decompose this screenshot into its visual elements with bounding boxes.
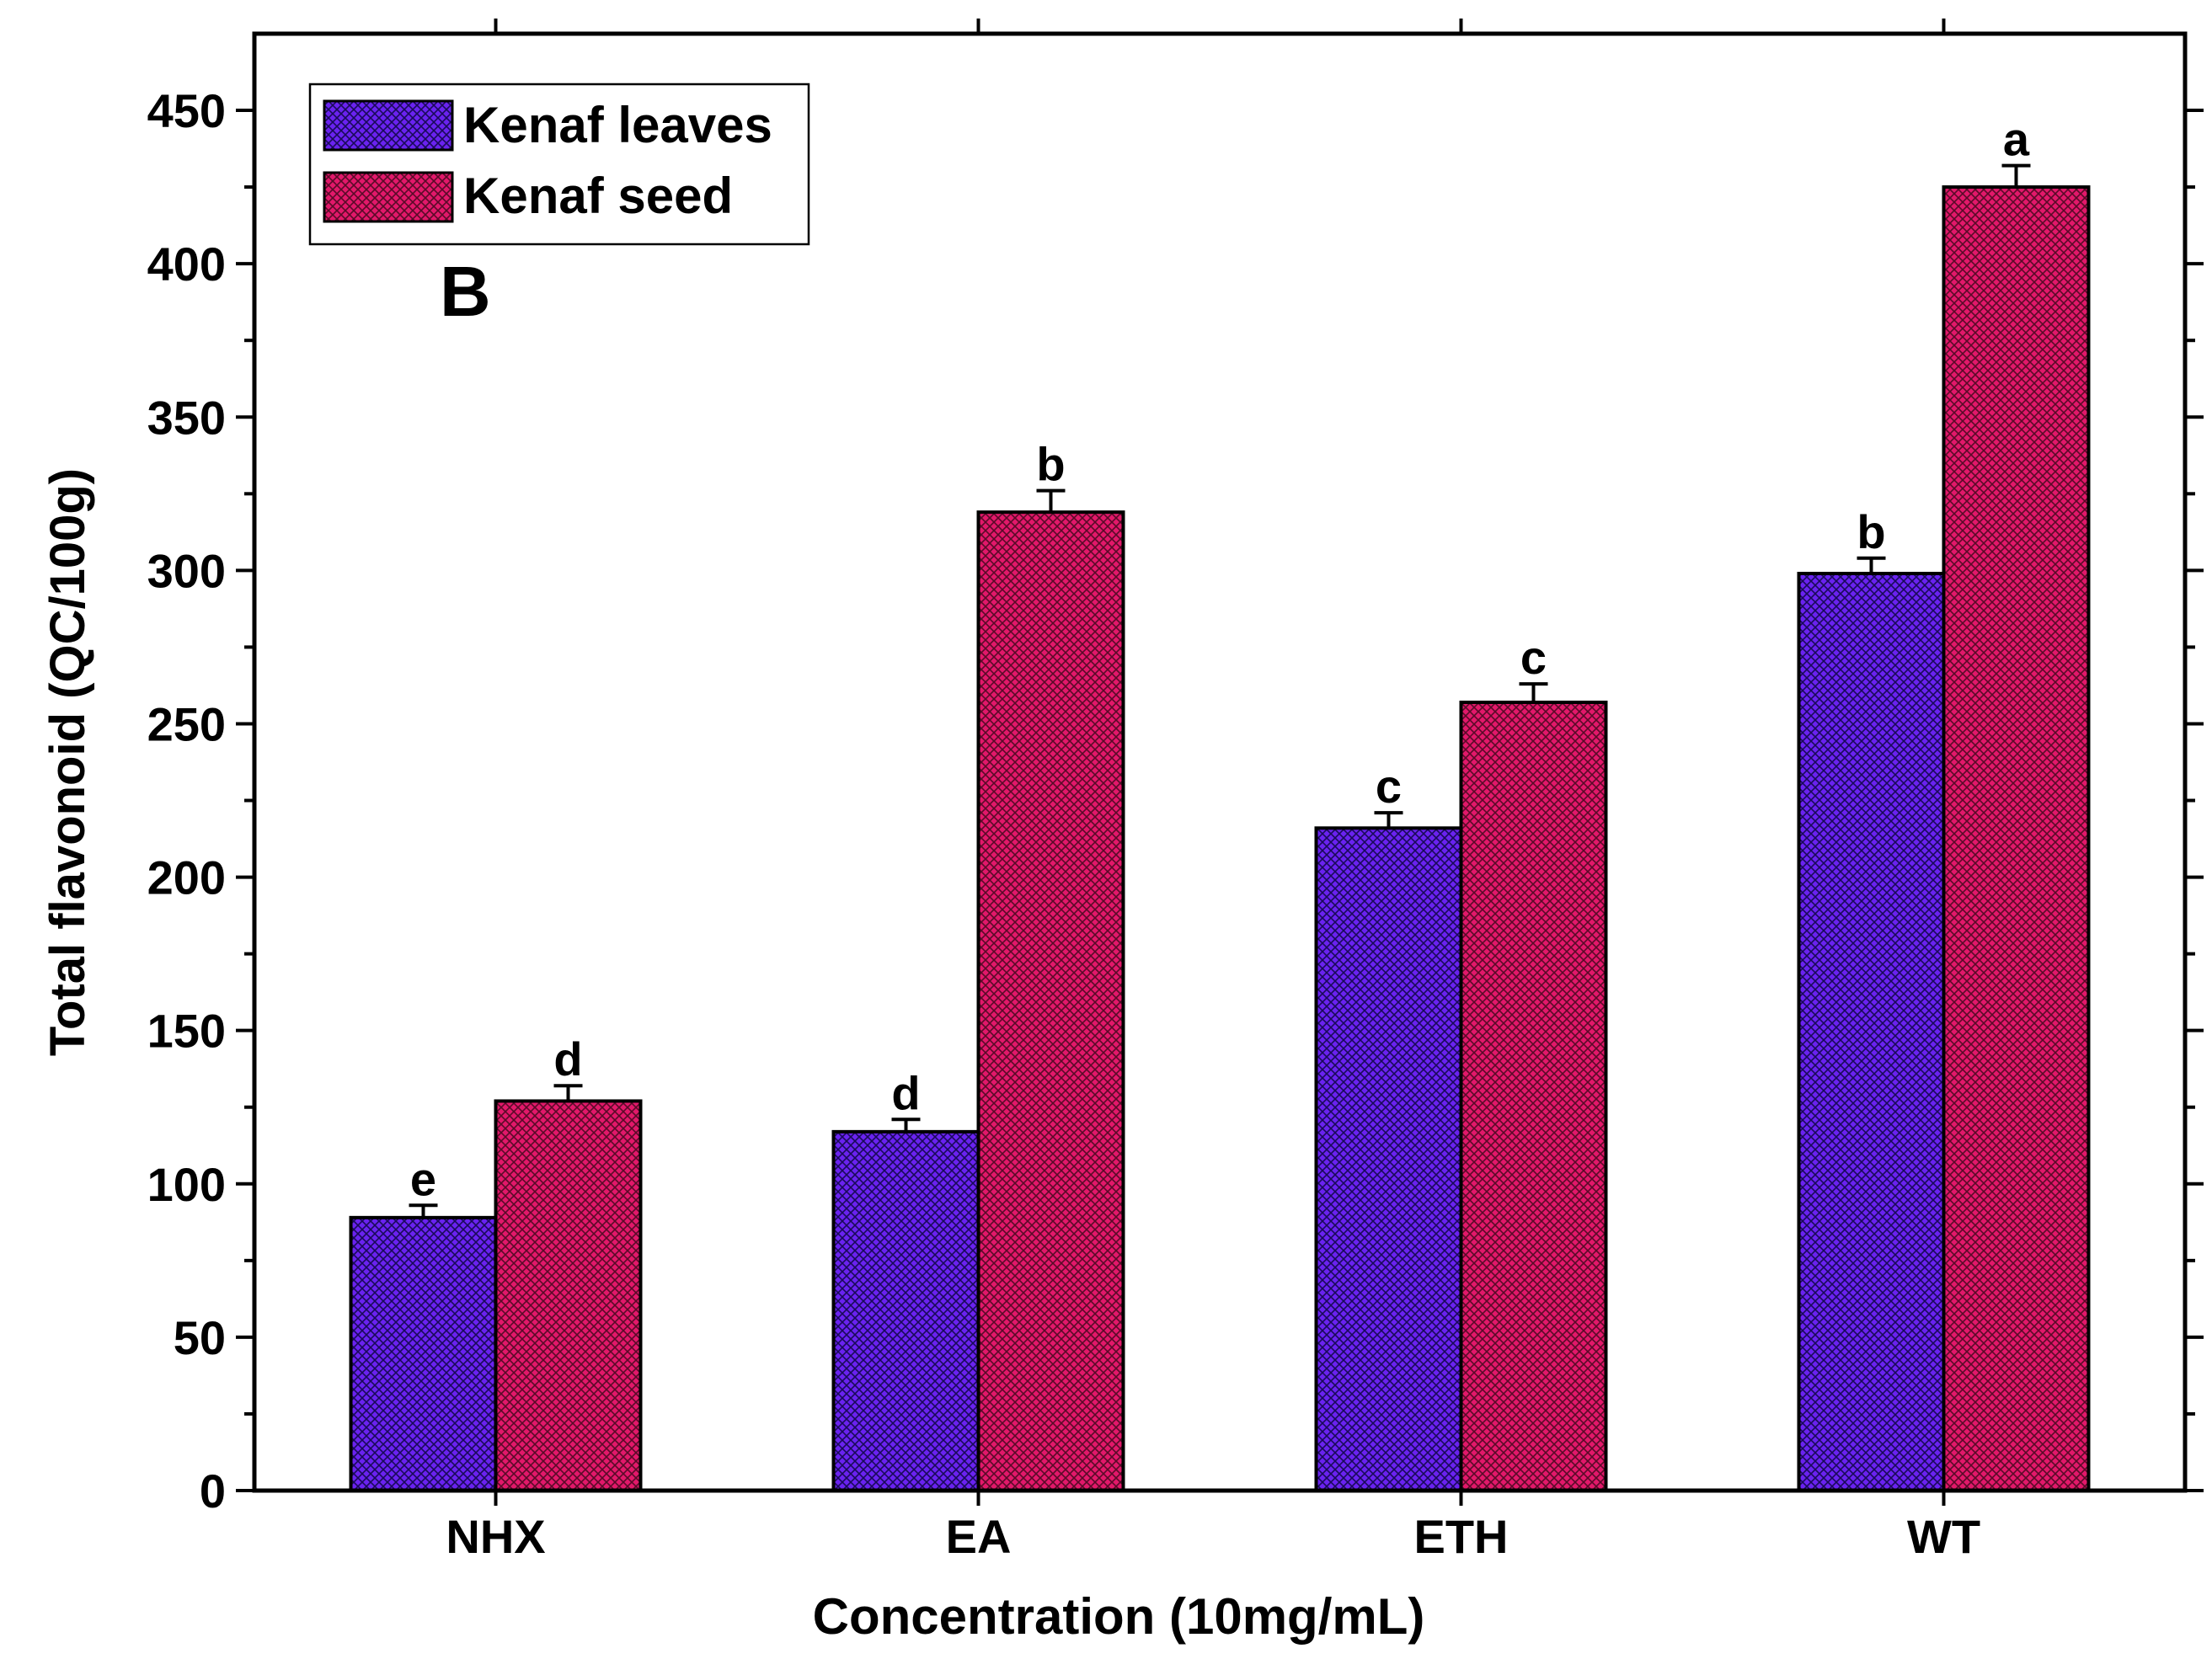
plot-frame <box>252 31 2188 1493</box>
error-bar-kenaf-seed-ea <box>1036 488 1066 513</box>
significance-letter-kenaf-leaves-wt: b <box>1857 505 1885 558</box>
legend-swatch-kenaf-seed <box>323 171 454 223</box>
y-tick-label: 100 <box>147 1158 226 1211</box>
y-tick-label: 200 <box>147 851 226 904</box>
error-bar-kenaf-seed-eth <box>1519 682 1548 702</box>
bar-kenaf-seed-eth <box>1459 700 1608 1492</box>
significance-letter-kenaf-leaves-nhx: e <box>410 1152 436 1205</box>
legend-swatch-kenaf-leaves <box>323 99 454 152</box>
significance-letter-kenaf-seed-nhx: d <box>553 1032 582 1086</box>
x-tick-label-nhx: NHX <box>446 1510 545 1563</box>
bar-kenaf-leaves-wt <box>1797 572 1946 1492</box>
y-tick-label: 50 <box>174 1311 226 1364</box>
x-tick-label-wt: WT <box>1907 1510 1980 1563</box>
significance-letter-kenaf-seed-eth: c <box>1520 631 1547 684</box>
error-bar-kenaf-leaves-eth <box>1374 811 1403 829</box>
x-tick-label-eth: ETH <box>1414 1510 1509 1563</box>
bar-kenaf-seed-ea <box>976 510 1125 1492</box>
y-tick-label: 400 <box>147 237 226 291</box>
legend: Kenaf leaves Kenaf seed <box>308 83 810 246</box>
legend-label-kenaf-leaves: Kenaf leaves <box>463 97 772 153</box>
y-tick-label: 250 <box>147 697 226 750</box>
significance-letter-kenaf-leaves-eth: c <box>1376 760 1402 813</box>
legend-label-kenaf-seed: Kenaf seed <box>463 168 733 224</box>
error-bar-kenaf-seed-wt <box>2001 163 2031 188</box>
y-tick-label: 350 <box>147 391 226 444</box>
y-tick-label: 0 <box>200 1464 226 1518</box>
panel-label: B <box>440 252 491 331</box>
y-tick-label: 300 <box>147 544 226 597</box>
error-bar-kenaf-leaves-nhx <box>409 1203 438 1218</box>
x-axis-title: Concentration (10mg/mL) <box>813 1588 1425 1645</box>
y-tick-label: 450 <box>147 84 226 137</box>
error-bar-kenaf-seed-nhx <box>553 1084 583 1102</box>
bar-kenaf-leaves-eth <box>1314 826 1463 1492</box>
significance-letter-kenaf-seed-wt: a <box>2003 113 2030 166</box>
error-bar-kenaf-leaves-ea <box>891 1118 921 1132</box>
significance-letter-kenaf-leaves-ea: d <box>891 1066 920 1119</box>
bar-kenaf-leaves-ea <box>831 1129 980 1492</box>
significance-letter-kenaf-seed-ea: b <box>1036 438 1065 491</box>
y-axis-title: Total flavonoid (QC/100g) <box>40 468 95 1056</box>
error-bar-kenaf-leaves-wt <box>1857 556 1886 574</box>
y-tick-label: 150 <box>147 1005 226 1058</box>
bar-kenaf-seed-nhx <box>494 1099 643 1492</box>
x-tick-label-ea: EA <box>946 1510 1012 1563</box>
bar-kenaf-seed-wt <box>1942 185 2091 1493</box>
bar-kenaf-leaves-nhx <box>349 1215 498 1493</box>
